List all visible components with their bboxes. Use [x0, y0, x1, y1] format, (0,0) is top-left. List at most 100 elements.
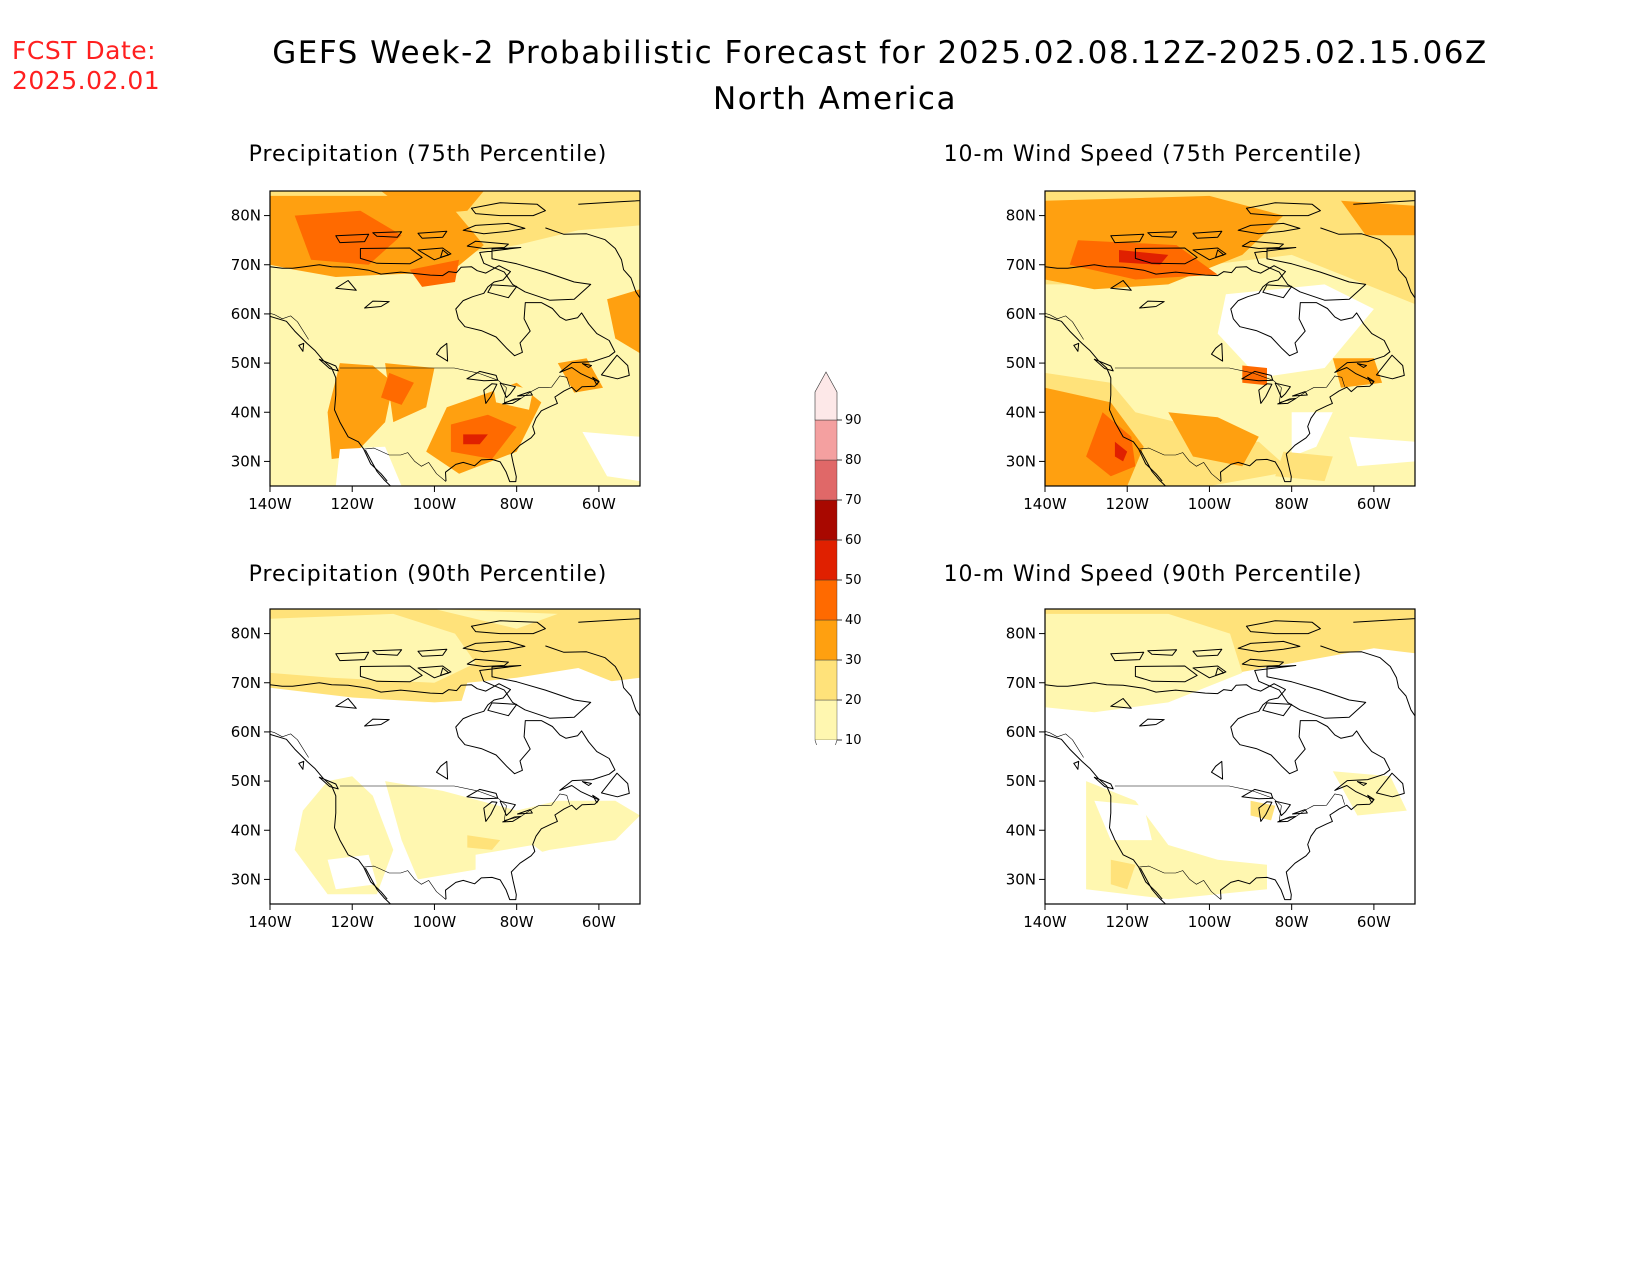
lake-outline: [499, 382, 516, 398]
probability-shading: [1291, 412, 1333, 457]
island-outline: [318, 358, 339, 372]
island-outline: [479, 665, 592, 719]
panel-title-precip-75: Precipitation (75th Percentile): [248, 142, 608, 167]
probability-shading: [327, 363, 394, 459]
island-outline: [1147, 231, 1178, 238]
region-title: North America: [713, 81, 957, 117]
island-outline: [298, 342, 305, 352]
probability-shading: [1168, 412, 1259, 467]
island-outline: [462, 222, 526, 235]
probability-shading: [557, 358, 603, 393]
island-outline: [592, 794, 600, 804]
lon-tick-label: 60W: [582, 495, 616, 513]
colorbar-segment: [814, 371, 838, 421]
probability-shading: [607, 289, 640, 354]
island-outline: [462, 640, 526, 653]
coastline-segment: [578, 618, 640, 623]
probability-shading: [463, 434, 488, 445]
forecast-date: FCST Date: 2025.02.01: [12, 36, 160, 96]
lake-outline: [364, 300, 390, 309]
border-line: [339, 367, 570, 403]
island-outline: [359, 665, 423, 683]
coastline-segment: [578, 200, 640, 205]
coastline-segment: [270, 733, 388, 900]
colorbar-tick-label: 70: [845, 493, 862, 508]
island-outline: [1192, 665, 1227, 679]
probability-shading: [1349, 436, 1415, 467]
island-outline: [1073, 342, 1080, 352]
lake-outline: [1258, 801, 1273, 822]
lon-tick-label: 140W: [248, 495, 292, 513]
map-frame: [269, 608, 641, 905]
colorbar-segment: [814, 579, 838, 621]
island-outline: [1356, 363, 1367, 368]
lake-outline: [364, 718, 390, 727]
island-outline: [440, 249, 450, 258]
colorbar-segment: [814, 459, 838, 501]
border-line: [1045, 313, 1084, 340]
lake-outline: [436, 760, 449, 780]
probability-shading: [327, 854, 377, 890]
lake-outline: [499, 800, 516, 816]
colorbar-segment: [814, 539, 838, 581]
probability-shading: [409, 259, 460, 287]
lake-outline: [1139, 300, 1165, 309]
island-outline: [417, 665, 452, 679]
probability-shading: [1217, 284, 1374, 378]
colorbar-segment: [814, 619, 838, 661]
probability-shading: [335, 446, 402, 486]
island-outline: [318, 776, 339, 790]
panel-title-wind-90: 10-m Wind Speed (90th Percentile): [943, 562, 1363, 587]
probability-shading: [1332, 771, 1407, 816]
lat-tick-label: 60N: [231, 723, 261, 741]
coastline-segment: [1045, 682, 1391, 901]
lake-outline: [1110, 698, 1132, 709]
lat-tick-label: 40N: [1006, 403, 1036, 421]
coastline-segment: [1045, 733, 1163, 900]
lon-tick-label: 80W: [500, 495, 534, 513]
island-outline: [1110, 651, 1145, 662]
main-title: GEFS Week-2 Probabilistic Forecast for 2…: [272, 35, 1488, 71]
island-outline: [1093, 776, 1114, 790]
border-line: [270, 731, 309, 758]
island-outline: [470, 202, 546, 217]
island-outline: [1110, 233, 1145, 244]
lon-tick-label: 100W: [1188, 495, 1232, 513]
lake-outline: [1110, 280, 1132, 291]
island-outline: [1093, 358, 1114, 372]
map-wind-75: 80N 70N 60N 50N 40N 30N 140W 120W 100W 80W 60W: [1006, 190, 1416, 513]
lake-outline: [1139, 718, 1165, 727]
colorbar-segment: [814, 419, 838, 461]
island-outline: [1073, 760, 1080, 770]
lat-tick-label: 70N: [1006, 674, 1036, 692]
lon-tick-label: 120W: [330, 495, 374, 513]
lon-tick-label: 80W: [1275, 495, 1309, 513]
probability-shading: [1341, 200, 1415, 236]
lat-tick-label: 40N: [1006, 821, 1036, 839]
island-outline: [417, 230, 448, 239]
lon-tick-label: 120W: [1105, 913, 1149, 931]
lat-tick-label: 70N: [231, 256, 261, 274]
island-outline: [466, 658, 509, 667]
map-frame: [1044, 190, 1416, 487]
coastline: [1045, 200, 1415, 486]
island-outline: [466, 240, 509, 249]
colorbar-segment: [814, 499, 838, 541]
border-line: [364, 865, 447, 900]
coastline: [1045, 618, 1415, 904]
lat-tick-label: 30N: [231, 452, 261, 470]
probability-shading: [1275, 451, 1333, 482]
island-outline: [1134, 665, 1198, 683]
colorbar-segment: [814, 699, 838, 741]
lon-tick-label: 60W: [1357, 495, 1391, 513]
coastline-segment: [1353, 200, 1415, 205]
lake-outline: [335, 280, 357, 291]
probability-shading: [294, 210, 402, 265]
coastline-segment: [270, 264, 616, 483]
lon-tick-label: 120W: [330, 913, 374, 931]
forecast-date-value: 2025.02.01: [12, 66, 161, 95]
lake-outline: [1274, 800, 1291, 816]
coastline-segment: [364, 867, 391, 904]
island-outline: [1215, 249, 1225, 258]
lon-tick-label: 80W: [500, 913, 534, 931]
